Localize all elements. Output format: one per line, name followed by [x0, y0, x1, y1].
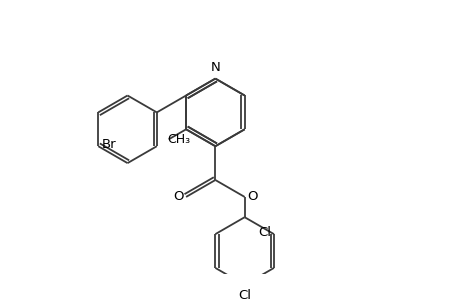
- Text: O: O: [247, 190, 257, 203]
- Text: O: O: [173, 190, 183, 203]
- Text: Cl: Cl: [257, 226, 271, 239]
- Text: Br: Br: [102, 138, 116, 151]
- Text: N: N: [210, 61, 220, 74]
- Text: CH₃: CH₃: [167, 133, 190, 146]
- Text: Cl: Cl: [238, 290, 251, 300]
